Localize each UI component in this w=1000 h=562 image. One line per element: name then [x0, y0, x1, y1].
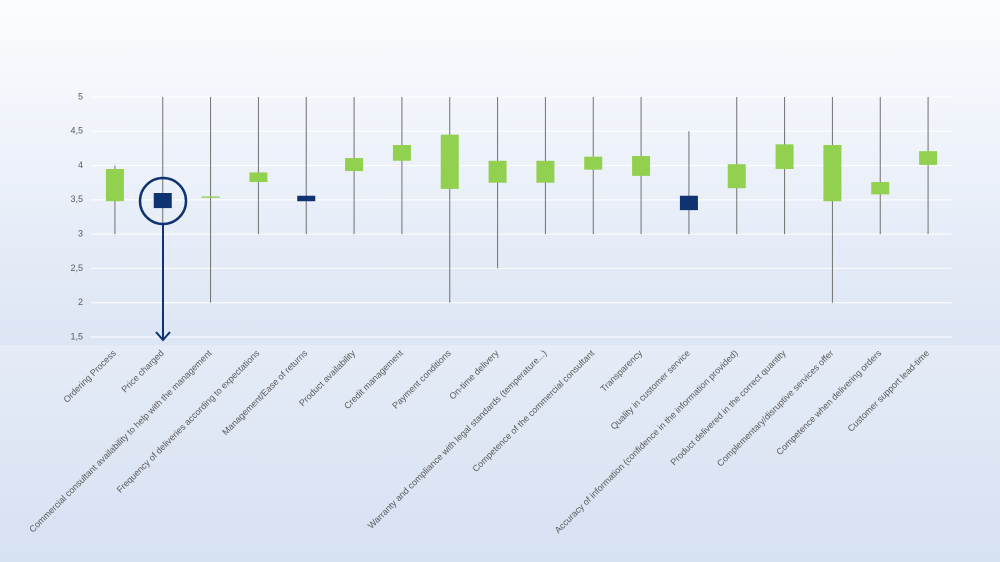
y-tick-label: 3,5 — [70, 194, 83, 204]
y-tick-label: 4 — [78, 160, 83, 170]
candle-body — [440, 134, 459, 189]
candle-body — [584, 156, 603, 170]
y-tick-label: 5 — [78, 91, 83, 101]
candle-body — [823, 145, 842, 202]
y-tick-label: 3 — [78, 229, 83, 239]
y-tick-label: 1,5 — [70, 331, 83, 341]
y-tick-label: 4,5 — [70, 126, 83, 136]
candle-body — [488, 160, 507, 183]
candle-body — [536, 160, 555, 183]
candle-body — [249, 172, 268, 183]
candle-body — [345, 158, 364, 172]
candle-body — [392, 145, 411, 161]
candle-body — [297, 195, 316, 202]
candle-body — [679, 195, 698, 211]
candle-body — [105, 169, 124, 202]
candle-body — [871, 182, 890, 195]
candle-body — [201, 196, 220, 198]
candle-body — [919, 151, 938, 165]
y-tick-label: 2 — [78, 297, 83, 307]
candle-body — [632, 155, 651, 176]
arrow-head — [155, 331, 171, 342]
label-panel — [0, 345, 1000, 562]
y-tick-label: 2,5 — [70, 263, 83, 273]
candle-body — [727, 164, 746, 189]
candle-body — [153, 193, 172, 209]
candle-body — [775, 144, 794, 169]
